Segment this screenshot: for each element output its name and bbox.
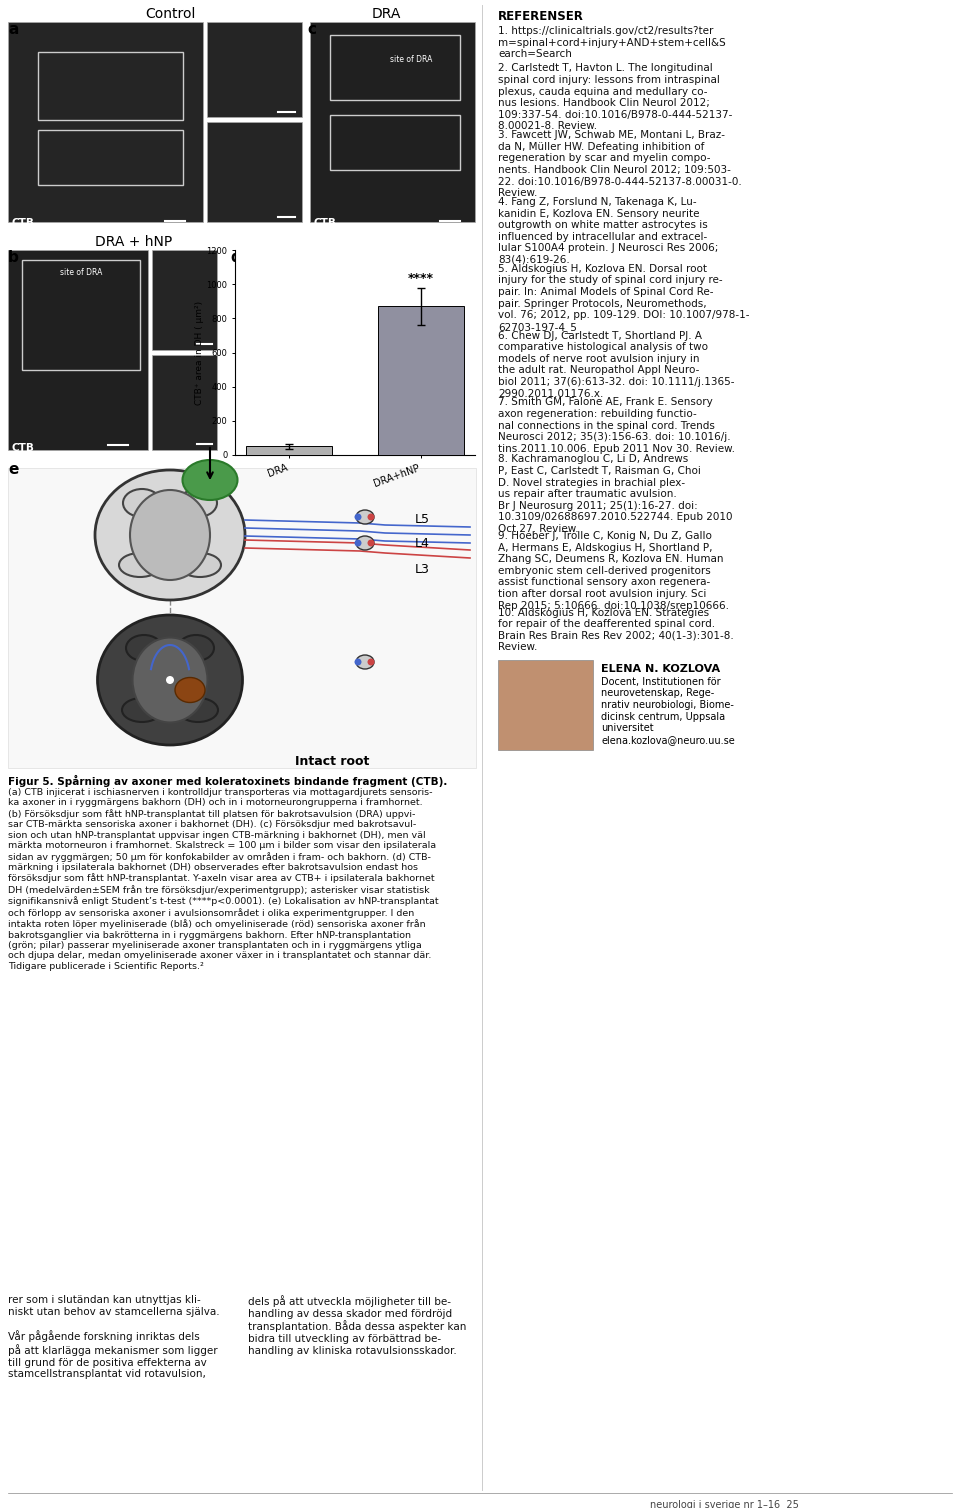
Text: CTB: CTB [11,219,34,228]
Bar [152,354,217,449]
Ellipse shape [119,553,161,578]
Text: 2. Carlstedt T, Havton L. The longitudinal
spinal cord injury: lessons from intr: 2. Carlstedt T, Havton L. The longitudin… [498,63,732,131]
Ellipse shape [354,659,362,665]
Bar [246,446,332,455]
Text: ELENA N. KOZLOVA: ELENA N. KOZLOVA [601,664,720,674]
Ellipse shape [356,654,374,670]
Bar [8,467,476,768]
Text: ****: **** [408,271,434,285]
Text: L5: L5 [415,513,430,526]
Text: 8. Kachramanoglou C, Li D, Andrews
P, East C, Carlstedt T, Raisman G, Choi
D. No: 8. Kachramanoglou C, Li D, Andrews P, Ea… [498,454,732,534]
Text: 3. Fawcett JW, Schwab ME, Montani L, Braz-
da N, Müller HW. Defeating inhibition: 3. Fawcett JW, Schwab ME, Montani L, Bra… [498,130,742,198]
Bar [22,259,140,369]
Ellipse shape [179,489,217,517]
Bar [152,250,217,350]
Text: 5. Aldskogius H, Kozlova EN. Dorsal root
injury for the study of spinal cord inj: 5. Aldskogius H, Kozlova EN. Dorsal root… [498,264,750,333]
Bar [330,115,460,170]
Ellipse shape [95,470,245,600]
Y-axis label: CTB⁺ area in DH ( μm²): CTB⁺ area in DH ( μm²) [195,300,204,404]
Text: 1. https://clinicaltrials.gov/ct2/results?ter
m=spinal+cord+injury+AND+stem+cell: 1. https://clinicaltrials.gov/ct2/result… [498,26,726,59]
Text: L4: L4 [415,537,430,550]
Bar [207,122,302,222]
Text: Intact root: Intact root [295,756,370,768]
Ellipse shape [166,676,174,685]
Text: d: d [230,250,241,265]
Text: Figur 5. Spårning av axoner med koleratoxinets bindande fragment (CTB).: Figur 5. Spårning av axoner med kolerato… [8,775,447,787]
Text: L3: L3 [415,562,430,576]
Text: rer som i slutändan kan utnyttjas kli-
niskt utan behov av stamcellerna själva.
: rer som i slutändan kan utnyttjas kli- n… [8,1295,220,1380]
Bar [8,23,203,222]
Text: DRA + hNP: DRA + hNP [95,235,172,249]
Text: DRA: DRA [372,8,401,21]
Ellipse shape [368,514,374,520]
Ellipse shape [123,489,161,517]
Ellipse shape [175,677,205,703]
Text: dels på att utveckla möjligheter till be-
handling av dessa skador med fördröjd
: dels på att utveckla möjligheter till be… [248,1295,467,1356]
Ellipse shape [178,635,214,661]
Ellipse shape [130,490,210,581]
Ellipse shape [179,553,221,578]
Ellipse shape [368,540,374,546]
Text: c: c [307,23,316,38]
Bar [498,661,593,749]
Text: 7. Smith GM, Falone AE, Frank E. Sensory
axon regeneration: rebuilding functio-
: 7. Smith GM, Falone AE, Frank E. Sensory… [498,398,735,454]
Text: e: e [8,461,18,477]
Text: 9. Hoeber J, Trolle C, Konig N, Du Z, Gallo
A, Hermans E, Aldskogius H, Shortlan: 9. Hoeber J, Trolle C, Konig N, Du Z, Ga… [498,531,729,611]
Text: neurologi i sverige nr 1–16  25: neurologi i sverige nr 1–16 25 [650,1500,799,1508]
Ellipse shape [132,638,207,722]
Ellipse shape [178,698,218,722]
Text: REFERENSER: REFERENSER [498,11,584,23]
Text: 6. Chew DJ, Carlstedt T, Shortland PJ. A
comparative histological analysis of tw: 6. Chew DJ, Carlstedt T, Shortland PJ. A… [498,330,734,398]
Bar [378,306,464,455]
Ellipse shape [98,615,243,745]
Text: Control: Control [145,8,196,21]
Text: site of DRA: site of DRA [390,54,432,63]
Bar [38,130,183,185]
Ellipse shape [182,460,237,501]
Text: CTB: CTB [11,443,34,452]
Text: 10. Aldskogius H, Kozlova EN. Strategies
for repair of the deafferented spinal c: 10. Aldskogius H, Kozlova EN. Strategies… [498,608,733,653]
Bar [38,51,183,121]
Bar [330,35,460,100]
Ellipse shape [354,540,362,546]
Bar [207,23,302,118]
Ellipse shape [354,514,362,520]
Text: b: b [8,250,19,265]
Bar [8,250,148,449]
Ellipse shape [122,698,162,722]
Text: CTB: CTB [313,219,336,228]
Ellipse shape [356,535,374,550]
Text: (a) CTB injicerat i ischiasnerven i kontrolldjur transporteras via mottagardjure: (a) CTB injicerat i ischiasnerven i kont… [8,789,439,971]
Text: 4. Fang Z, Forslund N, Takenaga K, Lu-
kanidin E, Kozlova EN. Sensory neurite
ou: 4. Fang Z, Forslund N, Takenaga K, Lu- k… [498,198,718,265]
Text: site of DRA: site of DRA [60,268,103,277]
Ellipse shape [126,635,162,661]
Text: Docent, Institutionen för
neurovetenskap, Rege-
nrativ neurobiologi, Biome-
dici: Docent, Institutionen för neurovetenskap… [601,677,734,745]
Bar [310,23,475,222]
Ellipse shape [356,510,374,523]
Ellipse shape [368,659,374,665]
Text: a: a [8,23,18,38]
